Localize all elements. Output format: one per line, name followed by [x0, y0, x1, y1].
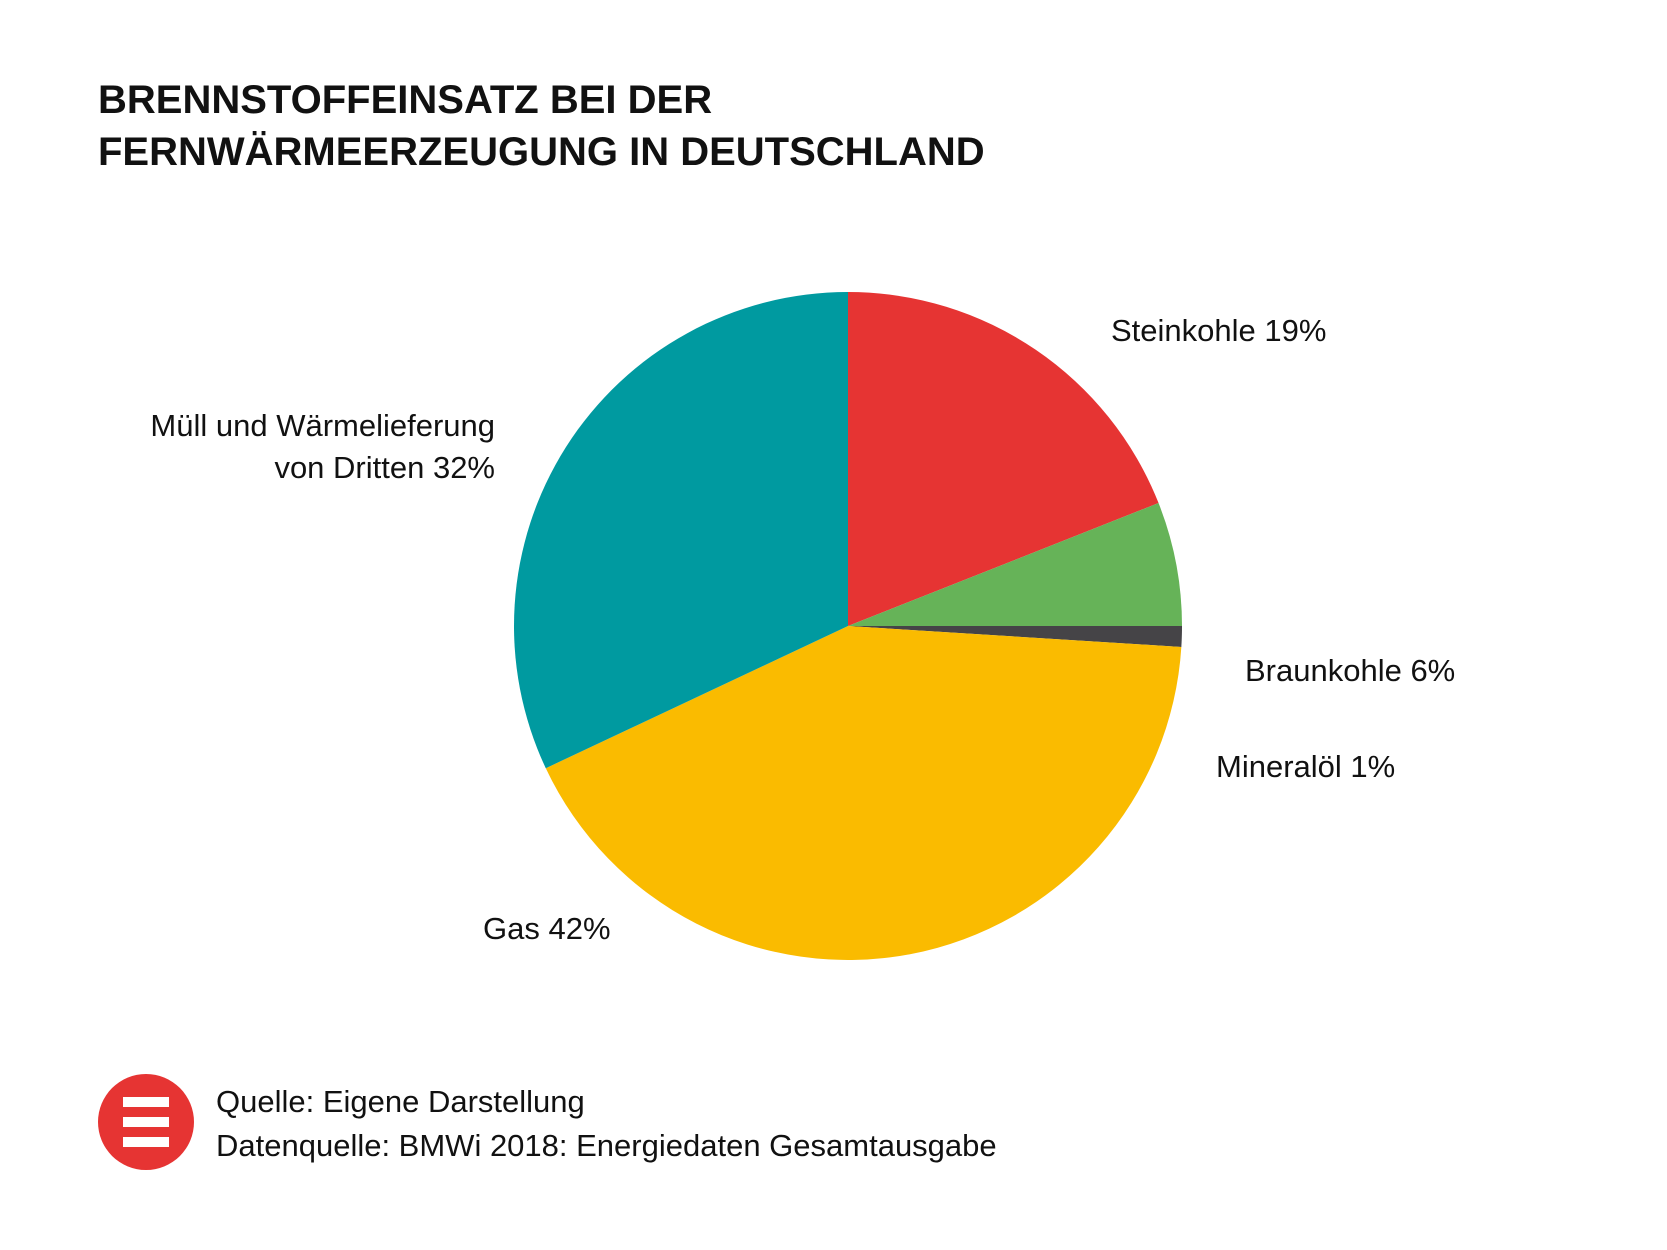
source-line-1: Quelle: Eigene Darstellung	[216, 1084, 585, 1119]
pie-slice-gas	[545, 626, 1182, 961]
label-muell-line-2: von Dritten 32%	[274, 450, 495, 485]
chart-title: BRENNSTOFFEINSATZ BEI DER FERNWÄRMEERZEUG…	[98, 74, 985, 178]
label-muell: Müll und Wärmelieferung von Dritten 32%	[150, 405, 495, 489]
label-steinkohle: Steinkohle 19%	[1111, 313, 1327, 348]
label-muell-line-1: Müll und Wärmelieferung	[150, 408, 495, 443]
label-braunkohle: Braunkohle 6%	[1245, 653, 1456, 688]
pie-slice-mineralöl	[848, 626, 1182, 647]
title-line-1: BRENNSTOFFEINSATZ BEI DER	[98, 78, 713, 122]
title-line-2: FERNWÄRMEERZEUGUNG IN DEUTSCHLAND	[98, 130, 985, 174]
pie-slice-braunkohle	[848, 503, 1182, 626]
logo-icon	[98, 1074, 194, 1170]
label-mineraloel: Mineralöl 1%	[1216, 749, 1396, 784]
pie-slice-steinkohle	[848, 292, 1159, 626]
source-line-2: Datenquelle: BMWi 2018: Energiedaten Ges…	[216, 1128, 997, 1163]
source-note: Quelle: Eigene Darstellung Datenquelle: B…	[216, 1080, 997, 1168]
label-gas: Gas 42%	[483, 911, 611, 946]
pie-slice-müll-und-wärmelieferung-von-dritten	[514, 292, 848, 769]
